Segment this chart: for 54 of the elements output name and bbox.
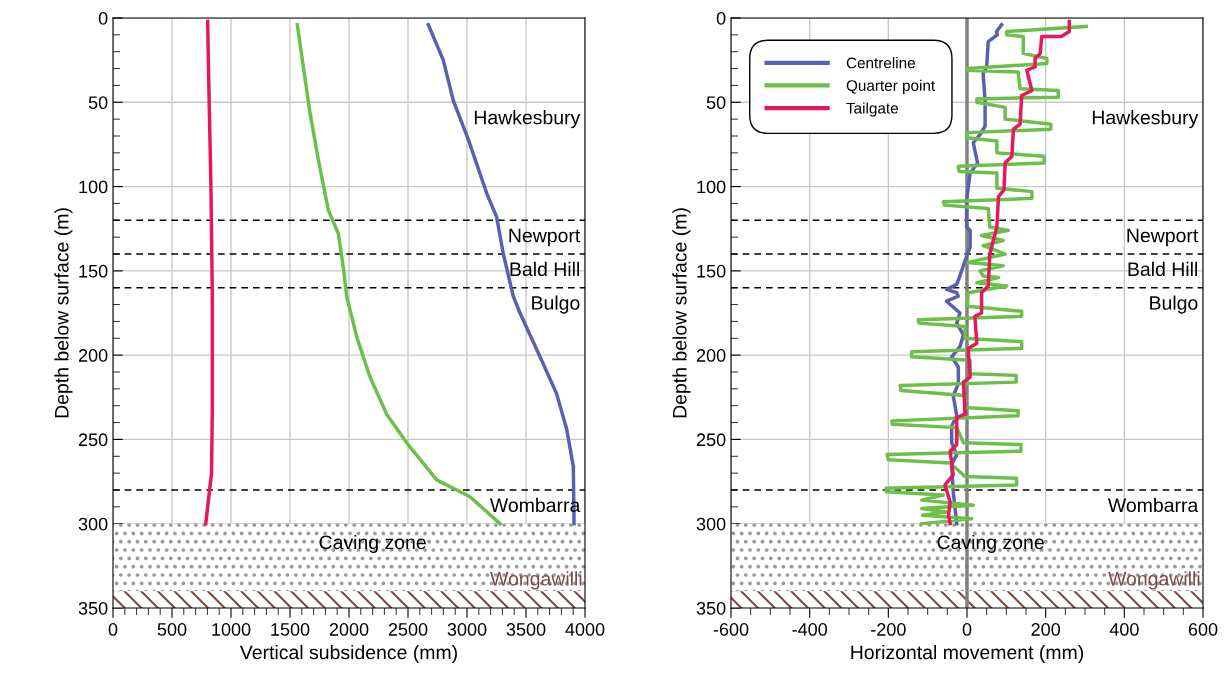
annotation: Hawkesbury: [1092, 110, 1199, 129]
y-tick-label: 200: [696, 349, 726, 362]
ref-line-label: Bald Hill: [510, 261, 579, 277]
x-tick-label: 0: [962, 623, 972, 636]
x-tick-label: 400: [1109, 623, 1139, 636]
ref-line-label: Newport: [509, 228, 581, 247]
line-series: [943, 19, 1072, 526]
x-tick-label: 4000: [565, 623, 605, 636]
ref-line-label: Newport: [1127, 228, 1199, 247]
x-tick-label: 2000: [329, 623, 369, 636]
x-tick-label: 500: [157, 623, 187, 636]
y-tick-label: 250: [78, 433, 108, 447]
ref-line-label: Wombarra: [1107, 497, 1199, 513]
x-tick-label: 200: [1031, 623, 1061, 636]
ref-line-label: Bulgo: [1150, 295, 1198, 314]
band-label: Wongawilli: [1108, 571, 1200, 590]
y-tick-label: 0: [98, 11, 108, 25]
ref-line-label: Bald Hill: [1128, 261, 1197, 277]
x-tick-label: 3000: [447, 623, 487, 636]
x-tick-label: -400: [792, 623, 828, 636]
band-label: Caving zone: [319, 534, 426, 554]
legend-label: Centreline: [846, 57, 915, 69]
band-label: Caving zone: [937, 534, 1044, 554]
x-tick-label: 1000: [212, 623, 251, 636]
band-label: Wongawilli: [490, 571, 582, 590]
x-axis-title: Vertical subsidence (mm): [239, 644, 457, 664]
y-tick-label: 0: [716, 11, 726, 25]
x-tick-label: 3500: [506, 623, 546, 636]
y-tick-label: 150: [79, 264, 108, 278]
x-axis-title: Horizontal movement (mm): [851, 644, 1084, 664]
y-tick-label: 250: [696, 433, 726, 447]
y-tick-label: 350: [696, 601, 726, 615]
x-tick-label: 1500: [271, 623, 310, 636]
legend-label: Quarter point: [846, 79, 936, 94]
line-series: [204, 19, 215, 526]
y-tick-label: 150: [697, 264, 726, 278]
ref-line-label: Bulgo: [532, 295, 580, 314]
annotation: Hawkesbury: [474, 110, 581, 129]
y-tick-label: 100: [697, 180, 726, 194]
x-tick-label: 600: [1188, 623, 1218, 636]
y-tick-label: 100: [79, 180, 108, 194]
y-tick-label: 50: [88, 96, 108, 110]
y-tick-label: 300: [78, 517, 108, 531]
y-tick-label: 50: [706, 96, 726, 110]
x-tick-label: 2500: [388, 623, 428, 636]
x-tick-label: -200: [871, 623, 906, 636]
y-tick-label: 200: [78, 349, 108, 362]
y-tick-label: 300: [696, 517, 726, 531]
y-tick-label: 350: [78, 601, 108, 615]
y-axis-title: Depth below surface (m): [672, 208, 691, 418]
x-tick-label: -600: [713, 623, 749, 636]
legend-label: Tailgate: [846, 102, 898, 117]
y-axis-title: Depth below surface (m): [54, 208, 73, 418]
x-tick-label: 0: [108, 623, 118, 636]
